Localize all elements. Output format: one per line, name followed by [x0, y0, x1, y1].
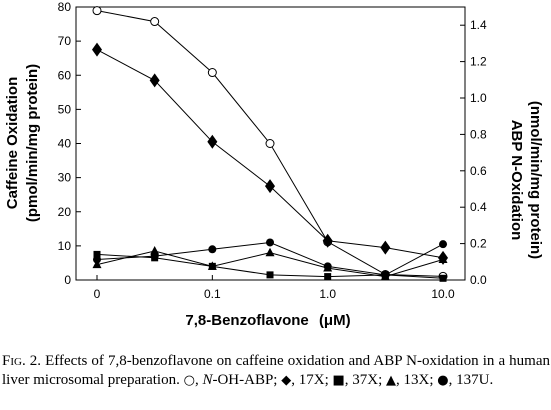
right-tick-label: 0.0	[470, 273, 487, 287]
left-axis-ticks: 0 10 20 30 40 50 60 70 80	[58, 0, 81, 287]
right-axis-ticks: 0.0 0.2 0.4 0.6 0.8 1.0 1.2 1.4	[460, 18, 487, 287]
left-tick-label: 0	[64, 273, 71, 287]
right-tick-label: 0.8	[470, 127, 487, 141]
data-point	[150, 252, 159, 261]
data-point	[208, 245, 217, 254]
right-tick-label: 0.2	[470, 237, 487, 251]
data-point	[265, 247, 275, 257]
chart: 0 10 20 30 40 50 60 70 80 0.0 0.2 0.4 0.6 0.8 1.0 1.2 1…	[4, 0, 544, 329]
diamond-icon: ◆	[281, 373, 292, 388]
data-point	[265, 139, 275, 148]
series-line	[96, 49, 444, 259]
left-tick-label: 60	[58, 68, 72, 82]
left-axis-title-line2: (pmol/min/mg protein)	[24, 64, 41, 222]
right-tick-label: 0.4	[470, 200, 487, 214]
figure-caption: Fig. 2. Effects of 7,8-benzoflavone on c…	[2, 353, 551, 388]
square-icon: ■	[332, 373, 345, 388]
data-point	[93, 250, 101, 258]
left-tick-label: 80	[58, 0, 72, 14]
x-axis-title-unit: (μM)	[319, 312, 351, 329]
left-tick-label: 20	[58, 205, 72, 219]
series-17x	[92, 42, 449, 265]
right-axis-title-line1: ABP N-Oxidation	[508, 120, 525, 241]
caption-item1-italic: N	[202, 372, 213, 388]
data-point	[207, 261, 217, 270]
caption-item2: 17X;	[298, 372, 329, 388]
left-tick-label: 10	[58, 239, 72, 253]
x-tick-label: 1.0	[319, 287, 336, 301]
caption-fig-label: Fig. 2.	[2, 353, 42, 369]
right-tick-label: 0.6	[470, 164, 487, 178]
left-tick-label: 40	[58, 137, 72, 151]
caption-item1-rest: -OH-ABP;	[212, 372, 278, 388]
left-tick-label: 70	[58, 34, 72, 48]
data-point	[265, 179, 276, 194]
x-axis-title-text: 7,8-Benzoflavone	[185, 312, 308, 329]
data-point	[207, 134, 218, 149]
data-point	[439, 274, 447, 282]
data-point	[92, 259, 102, 269]
right-tick-label: 1.4	[470, 18, 487, 32]
x-tick-label: 10.0	[431, 287, 455, 301]
right-tick-label: 1.0	[470, 91, 487, 105]
x-axis-title: 7,8-Benzoflavone (μM)	[185, 312, 350, 329]
data-point	[266, 238, 275, 247]
data-point	[438, 254, 448, 264]
data-point	[322, 233, 333, 248]
x-tick-label: 0	[94, 287, 101, 301]
data-point	[207, 68, 217, 78]
data-point	[150, 17, 160, 27]
data-point	[150, 245, 160, 255]
triangle-icon: ▲	[386, 373, 397, 388]
caption-item4: 13X;	[403, 372, 434, 388]
caption-item3: 37X;	[352, 372, 383, 388]
data-point	[149, 73, 160, 88]
caption-item5: 137U.	[456, 372, 494, 388]
data-point	[439, 240, 448, 249]
left-tick-label: 30	[58, 171, 72, 185]
x-axis-ticks: 0 0.1 1.0 10.0	[94, 275, 455, 301]
data-point	[266, 271, 274, 279]
caption-text: Effects of 7,8-benzoflavone on caffeine …	[2, 353, 551, 388]
filled-circle-icon: ●	[437, 373, 449, 388]
series-line	[96, 241, 444, 276]
data-point	[324, 273, 332, 281]
data-point	[381, 270, 390, 279]
data-point	[92, 6, 102, 16]
left-tick-label: 50	[58, 102, 72, 116]
open-circle-icon: ○	[183, 373, 195, 388]
left-axis-title-line1: Caffeine Oxidation	[4, 77, 21, 210]
data-point	[93, 255, 101, 264]
data-point	[92, 42, 102, 57]
series-137u	[93, 238, 448, 279]
data-point	[380, 240, 391, 255]
right-tick-label: 1.2	[470, 55, 487, 69]
series-layer	[92, 6, 449, 282]
x-tick-label: 0.1	[204, 287, 221, 301]
right-axis-title-line2: (nmol/min/mg protein)	[527, 101, 544, 259]
data-point	[323, 262, 332, 271]
